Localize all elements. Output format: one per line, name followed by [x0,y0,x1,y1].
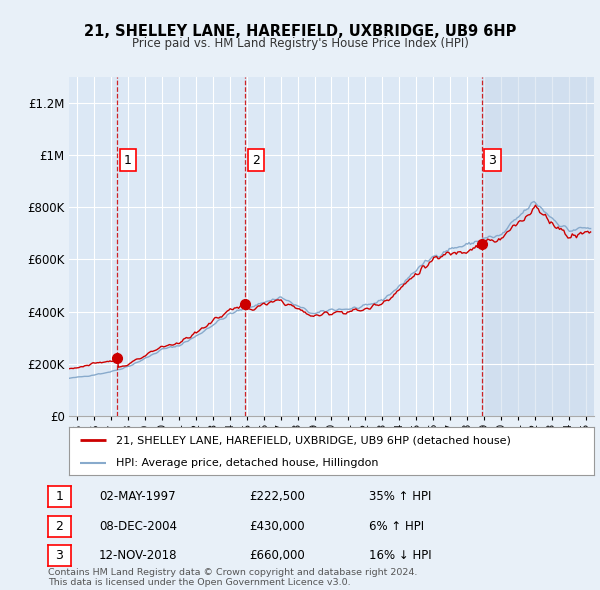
Text: 16% ↓ HPI: 16% ↓ HPI [369,549,431,562]
Text: 3: 3 [488,154,496,167]
Text: HPI: Average price, detached house, Hillingdon: HPI: Average price, detached house, Hill… [116,458,379,468]
Text: £660,000: £660,000 [249,549,305,562]
Text: 6% ↑ HPI: 6% ↑ HPI [369,520,424,533]
Bar [482,77,594,416]
Text: 2: 2 [55,520,64,533]
Text: Price paid vs. HM Land Registry's House Price Index (HPI): Price paid vs. HM Land Registry's House … [131,37,469,50]
Text: 08-DEC-2004: 08-DEC-2004 [99,520,177,533]
Text: 1: 1 [124,154,132,167]
Text: 21, SHELLEY LANE, HAREFIELD, UXBRIDGE, UB9 6HP (detached house): 21, SHELLEY LANE, HAREFIELD, UXBRIDGE, U… [116,435,511,445]
Text: 21, SHELLEY LANE, HAREFIELD, UXBRIDGE, UB9 6HP: 21, SHELLEY LANE, HAREFIELD, UXBRIDGE, U… [84,24,516,38]
Text: £222,500: £222,500 [249,490,305,503]
Text: 3: 3 [55,549,64,562]
Text: £430,000: £430,000 [249,520,305,533]
Text: 12-NOV-2018: 12-NOV-2018 [99,549,178,562]
Text: 2: 2 [252,154,260,167]
Text: 35% ↑ HPI: 35% ↑ HPI [369,490,431,503]
Text: 1: 1 [55,490,64,503]
Text: 02-MAY-1997: 02-MAY-1997 [99,490,176,503]
Text: Contains HM Land Registry data © Crown copyright and database right 2024.
This d: Contains HM Land Registry data © Crown c… [48,568,418,587]
